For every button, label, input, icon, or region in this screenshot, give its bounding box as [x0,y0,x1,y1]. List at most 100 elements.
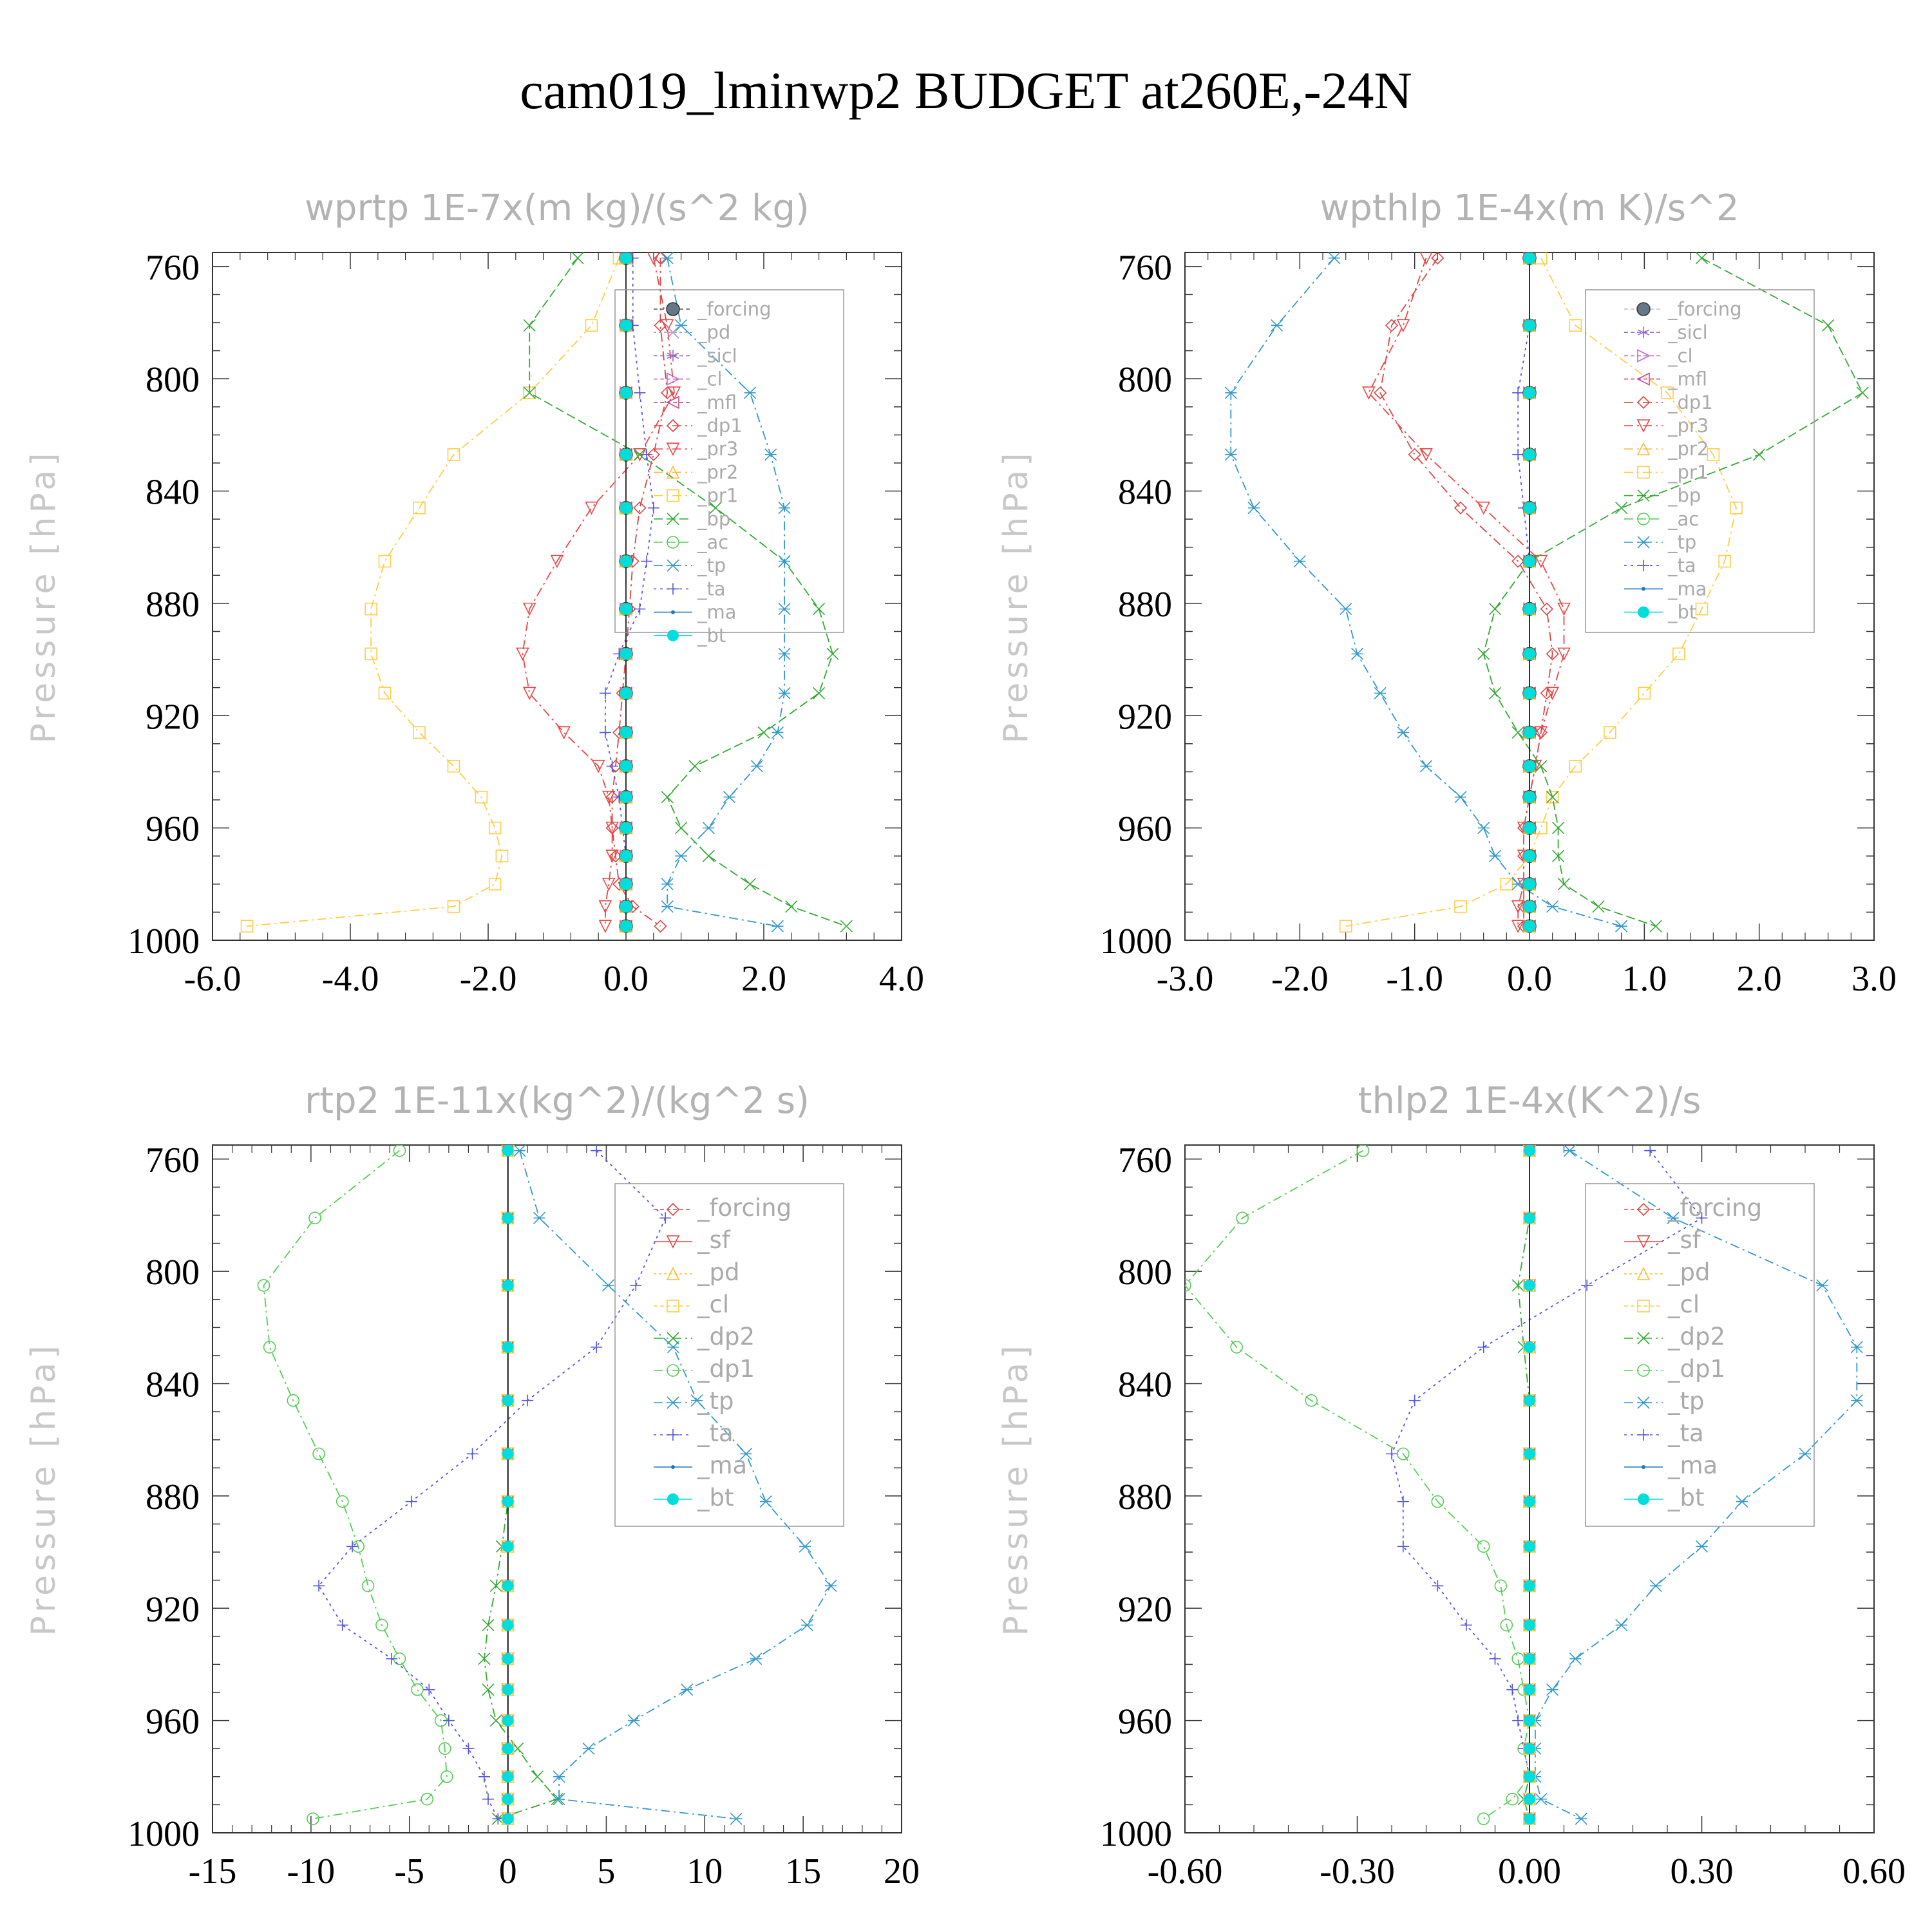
data-point-bt [1524,1341,1535,1353]
data-point-bp [1488,603,1502,616]
legend-swatch-marker [667,1332,679,1345]
data-point-pr1 [1546,790,1559,804]
legend-swatch-marker [1638,1493,1649,1505]
data-point-tp [1247,502,1260,515]
x-tick-label: -5 [394,1852,424,1891]
legend-swatch-marker [1636,302,1651,316]
data-point-bp [1649,920,1662,933]
data-point-pr1 [447,448,460,461]
y-tick-label: 800 [1118,360,1172,400]
data-point-dp1 [1511,554,1525,568]
data-point-ta [462,1743,475,1755]
data-point-pr1 [1695,602,1709,616]
data-point-bp [757,726,770,739]
legend-entry: _tp [697,554,726,576]
data-point-dp1 [1477,1812,1490,1826]
data-point-bt [620,648,632,660]
panel-title: wprtp 1E-7x(m kg)/(s^2 kg) [305,187,810,229]
data-point-bt [1524,1394,1535,1406]
data-point-bt [502,1279,514,1291]
x-tick-label: -3.0 [1157,959,1214,999]
data-point-pr3 [1534,554,1548,569]
legend-entry: _forcing [1667,298,1742,320]
data-point-ta [606,760,618,772]
data-point-bp [571,252,584,265]
data-point-tp [1454,791,1467,804]
y-tick-label: 800 [146,360,200,400]
x-tick-label: 20 [884,1852,920,1891]
data-point-tp [1224,448,1237,461]
data-point-bt [1524,687,1535,699]
series-line-pr1 [247,258,620,927]
data-point-pr3 [522,602,536,616]
x-tick-label: 5 [597,1852,615,1891]
data-point-bt [620,319,632,332]
data-point-tp [601,1279,615,1292]
legend-entry: _pd [1667,1258,1710,1286]
data-point-bp [1552,849,1565,862]
data-point-bt [1524,1683,1535,1696]
panel-title: thlp2 1E-4x(K^2)/s [1358,1080,1701,1122]
data-point-dp1 [1546,647,1559,661]
legend-swatch-marker [667,1300,679,1312]
data-point-tp [1649,1579,1662,1592]
data-point-pr1 [240,920,254,933]
data-point-pr3 [550,554,564,569]
data-point-dp1 [1408,448,1421,461]
series-line-dp2 [483,1150,558,1820]
legend-swatch-marker [1638,606,1649,618]
data-point-dp1 [263,1341,276,1354]
x-tick-label: 15 [785,1852,821,1891]
data-point-pr1 [1604,726,1616,739]
series-line-pr3 [522,258,675,927]
legend-box [1585,1183,1815,1527]
legend-swatch-marker [667,372,680,386]
legend-swatch-marker [666,1267,680,1280]
data-point-tp [553,1793,565,1806]
data-point-dp1 [1305,1394,1318,1407]
data-point-tp [1224,386,1237,399]
data-point-bt [1524,555,1535,567]
data-point-pr3 [1419,448,1433,462]
data-point-bt [620,850,632,862]
data-point-bt [1524,1793,1535,1805]
data-point-ta [1386,1448,1397,1460]
data-point-pr1 [1638,687,1651,700]
data-point-tp [759,1495,772,1508]
legend-entry: _mfl [697,392,737,413]
data-point-tp [1615,920,1628,933]
legend-swatch-marker [667,350,679,362]
data-point-pr1 [1661,386,1674,399]
data-point-ta [478,1770,490,1783]
data-point-bp [523,386,536,399]
data-point-tp [771,726,784,739]
legend-entry: _pd [697,321,730,343]
data-point-bt [1524,648,1535,660]
data-point-tp [1293,554,1306,568]
data-point-bt [502,1145,514,1157]
y-axis-label: Pressure [hPa] [24,450,63,744]
y-axis-label: Pressure [hPa] [24,1342,63,1636]
data-point-bp [785,900,798,913]
data-point-bt [502,1495,514,1508]
legend-swatch-marker [1642,1465,1645,1469]
data-point-dp1 [1431,1495,1444,1508]
x-tick-label: 0.0 [1507,959,1552,999]
data-point-dp1 [361,1579,375,1593]
legend-entry: _pr2 [1667,438,1709,460]
x-tick-label: -0.30 [1320,1852,1395,1891]
legend: _forcing _sf _pd _cl _dp2 _dp1 _tp _ta _ma _bt [614,1183,844,1527]
data-point-dp1 [1185,1279,1191,1292]
y-axis-label: Pressure [hPa] [997,1342,1036,1636]
data-point-bt [1524,760,1535,772]
data-point-tp [1563,1145,1576,1157]
data-point-pr1 [475,790,488,804]
data-point-ta [641,448,653,460]
data-point-pr1 [378,687,392,700]
data-point-tp [1569,1653,1582,1665]
y-tick-label: 960 [146,1702,200,1742]
data-point-dp1 [1356,1145,1370,1157]
data-point-tp [1850,1341,1863,1354]
data-point-bt [1524,920,1535,933]
data-point-ta [599,687,611,699]
